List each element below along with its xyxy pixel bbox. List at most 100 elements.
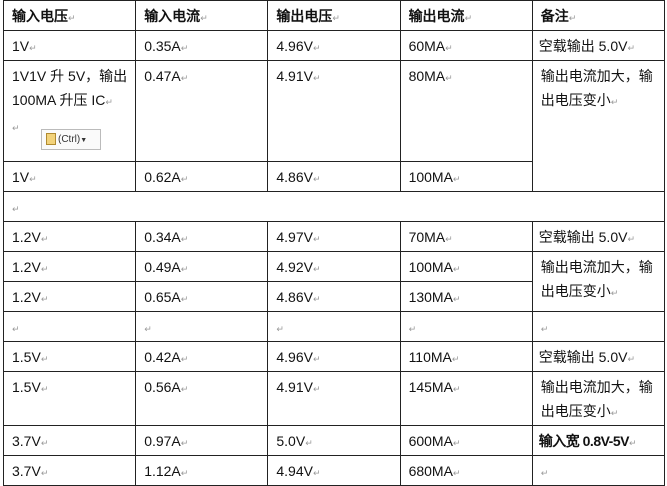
- cell-text: 1.5V: [12, 379, 41, 395]
- cell-text: 100MA: [408, 169, 453, 185]
- cell[interactable]: 60MA: [399, 30, 533, 61]
- cell[interactable]: 1V: [2, 161, 137, 192]
- cell[interactable]: 0.42A: [135, 341, 269, 372]
- header-input-voltage: 输入电压: [12, 8, 68, 24]
- header-row: 输入电压 输入电流 输出电压 输出电流 备注: [2, 0, 666, 31]
- cell[interactable]: 空载输出 5.0V: [531, 30, 666, 61]
- cell-text: 空载输出 5.0V: [538, 38, 628, 54]
- cell[interactable]: [135, 311, 269, 342]
- cell[interactable]: 4.92V: [267, 251, 401, 282]
- cell-text: 4.86V: [276, 169, 313, 185]
- table-row: 1V1V 升 5V，输出 100MA 升压 IC 0.47A 4.91V 80M…: [2, 60, 666, 192]
- cell[interactable]: [267, 311, 401, 342]
- cell[interactable]: 0.65A: [135, 281, 269, 312]
- cell[interactable]: 输出电流加大，输出电压变小: [531, 251, 666, 312]
- cell[interactable]: 4.91V: [267, 371, 401, 426]
- cell[interactable]: 0.35A: [135, 30, 269, 61]
- cell[interactable]: 1.5V: [2, 341, 137, 372]
- paste-options-button[interactable]: (Ctrl)▼: [41, 129, 101, 150]
- cell[interactable]: 0.47A: [135, 60, 269, 162]
- cell[interactable]: 1.2V: [2, 281, 137, 312]
- clipboard-icon: [46, 133, 56, 145]
- cell[interactable]: 4.96V: [267, 30, 401, 61]
- cell[interactable]: 1.5V: [2, 371, 137, 426]
- cell-text: 100MA: [408, 259, 453, 275]
- cell[interactable]: 110MA: [399, 341, 533, 372]
- cell[interactable]: 600MA: [399, 425, 533, 456]
- cell[interactable]: 输入宽 0.8V-5V: [531, 425, 666, 456]
- cell-text: 1.2V: [12, 259, 41, 275]
- cell[interactable]: 680MA: [399, 455, 533, 486]
- cell[interactable]: 80MA: [399, 60, 533, 162]
- cell-text: 输出电流加大，输出电压变小: [540, 259, 653, 299]
- cell[interactable]: 5.0V: [267, 425, 401, 456]
- cell[interactable]: 100MA: [399, 161, 533, 192]
- header-cell: 备注: [531, 0, 666, 31]
- cell-text: 1.5V: [12, 349, 41, 365]
- cell-text: 4.86V: [276, 289, 313, 305]
- cell[interactable]: 0.34A: [135, 221, 269, 252]
- cell[interactable]: 0.49A: [135, 251, 269, 282]
- cell[interactable]: 空载输出 5.0V: [531, 341, 666, 372]
- cell[interactable]: 输出电流加大，输出电压变小: [531, 371, 666, 426]
- dropdown-arrow-icon: ▼: [80, 137, 88, 144]
- cell-text: 输入宽 0.8V-5V: [538, 433, 630, 449]
- cell[interactable]: 4.86V: [267, 161, 401, 192]
- cell-text: 输出电流加大，输出电压变小: [540, 68, 653, 108]
- cell-text: 1.12A: [144, 463, 181, 479]
- cell-text: 空载输出 5.0V: [538, 349, 628, 365]
- cell[interactable]: 0.56A: [135, 371, 269, 426]
- cell[interactable]: 输出电流加大，输出电压变小: [531, 60, 666, 192]
- cell[interactable]: 4.94V: [267, 455, 401, 486]
- cell-text: 3.7V: [12, 433, 41, 449]
- cell-text: 80MA: [408, 68, 446, 84]
- cell-text: 4.96V: [276, 38, 313, 54]
- cell[interactable]: [3, 191, 665, 222]
- table-row: 1.2V 0.49A 4.92V 100MA 输出电流加大，输出电压变小: [2, 251, 666, 312]
- cell-text: 0.56A: [144, 379, 181, 395]
- cell[interactable]: 空载输出 5.0V: [531, 221, 666, 252]
- cell[interactable]: [531, 455, 666, 486]
- paste-options-label: (Ctrl): [58, 134, 81, 145]
- header-output-voltage: 输出电压: [276, 8, 333, 24]
- cell[interactable]: 4.97V: [267, 221, 401, 252]
- header-cell: 输入电流: [135, 0, 269, 31]
- cell-text: 4.92V: [276, 259, 313, 275]
- cell[interactable]: 4.96V: [267, 341, 401, 372]
- cell-text: 3.7V: [12, 463, 41, 479]
- cell-text: 0.65A: [144, 289, 181, 305]
- cell-text: 145MA: [408, 379, 453, 395]
- cell[interactable]: 1.2V: [2, 221, 137, 252]
- cell-text: 1V: [12, 38, 30, 54]
- cell[interactable]: 3.7V: [2, 425, 137, 456]
- cell-text: 0.49A: [144, 259, 181, 275]
- cell[interactable]: 0.62A: [135, 161, 269, 192]
- cell[interactable]: 145MA: [399, 371, 533, 426]
- cell[interactable]: 1.2V: [2, 251, 137, 282]
- cell-text: 1.2V: [12, 289, 41, 305]
- cell-text: 1.2V: [12, 229, 41, 245]
- cell[interactable]: 1.12A: [135, 455, 269, 486]
- cell-text: 4.91V: [276, 68, 313, 84]
- cell-text: 4.97V: [276, 229, 313, 245]
- cell[interactable]: [531, 311, 666, 342]
- cell[interactable]: 100MA: [399, 251, 533, 282]
- cell[interactable]: 4.91V: [267, 60, 401, 162]
- cell-text: 5.0V: [276, 433, 306, 449]
- cell[interactable]: 0.97A: [135, 425, 269, 456]
- cell-text: 0.42A: [144, 349, 181, 365]
- header-cell: 输出电流: [399, 0, 533, 31]
- cell[interactable]: 3.7V: [2, 455, 137, 486]
- cell[interactable]: 1V: [2, 30, 137, 61]
- cell-text: 130MA: [408, 289, 453, 305]
- cell[interactable]: [399, 311, 533, 342]
- cell-text: 1V: [12, 169, 30, 185]
- cell[interactable]: 130MA: [399, 281, 533, 312]
- cell-text: 60MA: [408, 38, 446, 54]
- table-row: 3.7V 1.12A 4.94V 680MA: [2, 455, 666, 486]
- cell[interactable]: 4.86V: [267, 281, 401, 312]
- cell[interactable]: 70MA: [399, 221, 533, 252]
- cell[interactable]: [2, 311, 137, 342]
- cell-text: 4.91V: [276, 379, 313, 395]
